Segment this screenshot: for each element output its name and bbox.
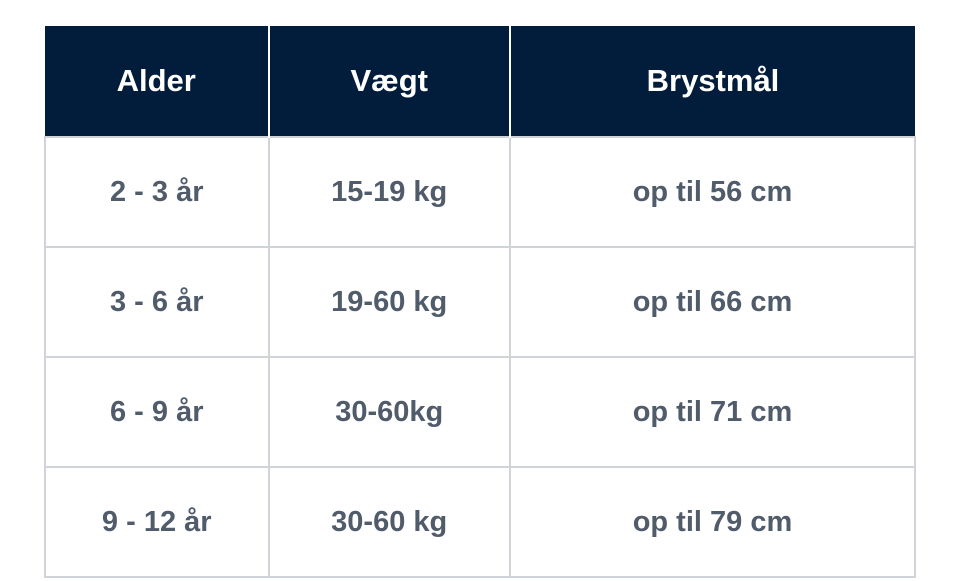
size-table: Alder Vægt Brystmål 2 - 3 år 15-19 kg op… (44, 26, 917, 578)
cell-weight: 30-60 kg (267, 466, 511, 578)
table-row: 9 - 12 år 30-60 kg op til 79 cm (44, 466, 917, 578)
cell-chest: op til 66 cm (508, 246, 917, 358)
table-row: 3 - 6 år 19-60 kg op til 66 cm (44, 246, 917, 358)
cell-age: 9 - 12 år (44, 466, 270, 578)
cell-chest: op til 71 cm (508, 356, 917, 468)
header-weight: Vægt (267, 26, 511, 137)
header-age: Alder (45, 26, 270, 137)
cell-weight: 19-60 kg (267, 246, 511, 358)
cell-age: 2 - 3 år (44, 136, 270, 248)
table-row: 2 - 3 år 15-19 kg op til 56 cm (44, 136, 917, 248)
cell-age: 3 - 6 år (44, 246, 270, 358)
cell-age: 6 - 9 år (44, 356, 270, 468)
cell-chest: op til 56 cm (508, 136, 917, 248)
header-chest: Brystmål (508, 26, 915, 137)
header-row: Alder Vægt Brystmål (45, 26, 915, 137)
table-row: 6 - 9 år 30-60kg op til 71 cm (44, 356, 917, 468)
cell-weight: 15-19 kg (267, 136, 511, 248)
cell-weight: 30-60kg (267, 356, 511, 468)
cell-chest: op til 79 cm (508, 466, 917, 578)
